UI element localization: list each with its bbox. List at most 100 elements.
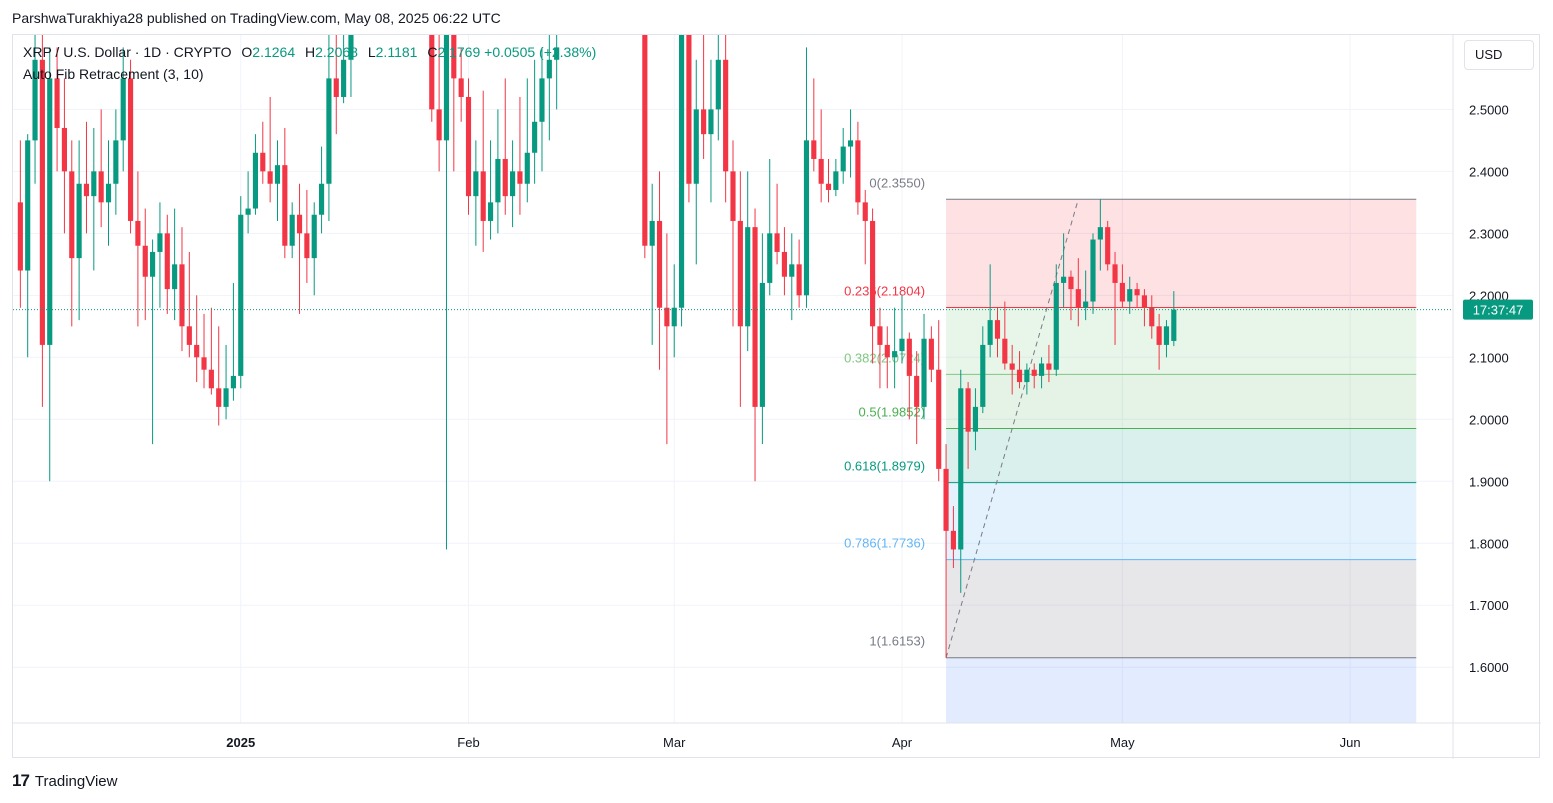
candle-body: [1105, 227, 1111, 265]
candle-body: [319, 183, 325, 215]
candle-body: [818, 158, 824, 184]
candle-body: [708, 109, 714, 135]
tradingview-logo-icon: 17: [12, 771, 30, 790]
candle-body: [693, 109, 699, 184]
candle-body: [289, 214, 295, 246]
candle-body: [840, 146, 846, 172]
price-axis-label: 2.2000: [1469, 288, 1509, 303]
candle-body: [914, 375, 920, 407]
candle-body: [686, 35, 692, 184]
candle-body: [546, 59, 552, 79]
open-value: 2.1264: [252, 44, 296, 60]
candle-body: [1134, 289, 1140, 296]
candle-body: [54, 78, 60, 128]
fib-level-label: 0.5(1.9852): [859, 404, 926, 419]
fib-zone: [946, 374, 1417, 429]
candle-body: [502, 158, 508, 197]
candle-body: [943, 468, 949, 531]
candle-body: [781, 251, 787, 277]
candle-body: [796, 264, 802, 296]
candle-body: [480, 171, 486, 221]
candle-body: [745, 227, 751, 327]
fib-zone: [946, 657, 1417, 723]
candle-body: [958, 388, 964, 550]
candle-body: [715, 59, 721, 110]
price-axis-label: 1.8000: [1469, 536, 1509, 551]
countdown-label: 17:37:47: [1473, 303, 1524, 318]
candle-body: [884, 344, 890, 358]
candle-body: [208, 369, 214, 389]
candle-body: [972, 406, 979, 432]
price-axis-label: 2.5000: [1469, 102, 1509, 117]
candle-body: [127, 78, 134, 221]
price-axis-label: 1.6000: [1469, 660, 1509, 675]
candlestick-chart[interactable]: 0(2.3550) 0.236(2.1804) 0.382(2.0724) 0.5(1…: [13, 35, 1541, 759]
fib-level-label: 0.618(1.8979): [844, 459, 925, 474]
candle-body: [847, 140, 854, 147]
tradingview-brand[interactable]: 17 TradingView: [12, 771, 117, 791]
candle-body: [510, 171, 516, 197]
candle-body: [656, 220, 663, 308]
candle-body: [877, 326, 883, 345]
candle-body: [25, 140, 31, 271]
candle-body: [774, 233, 780, 252]
price-axis-label: 2.1000: [1469, 350, 1509, 365]
candle-body: [1024, 369, 1030, 383]
candle-body: [789, 264, 795, 277]
candle-body: [1002, 338, 1008, 364]
candle-body: [1163, 326, 1170, 345]
candle-body: [91, 171, 97, 197]
candle-body: [664, 307, 670, 327]
candle-body: [311, 214, 317, 259]
candle-body: [495, 158, 501, 203]
candle-body: [238, 214, 244, 376]
candle-body: [539, 78, 545, 122]
candle-body: [870, 220, 876, 327]
candle-body: [333, 78, 339, 97]
candle-body: [1090, 239, 1096, 302]
candle-body: [142, 245, 148, 277]
chart-frame[interactable]: 0(2.3550) 0.236(2.1804) 0.382(2.0724) 0.5(1…: [12, 34, 1541, 759]
last-price-tag: [1463, 299, 1533, 320]
close-value: 2.1769: [437, 44, 481, 60]
candle-body: [150, 251, 156, 277]
symbol-title[interactable]: XRP / U.S. Dollar · 1D · CRYPTO: [23, 44, 232, 60]
candle-body: [1046, 363, 1052, 370]
candle-body: [994, 320, 1001, 339]
candle-body: [194, 344, 200, 358]
currency-button[interactable]: USD: [1464, 40, 1534, 70]
candle-body: [230, 375, 236, 389]
candle-body: [120, 78, 126, 141]
fib-level-label: 0.382(2.0724): [844, 350, 925, 365]
candle-body: [487, 202, 494, 221]
candle-body: [1083, 301, 1089, 308]
candle-body: [17, 202, 23, 271]
high-label: H: [305, 44, 316, 60]
low-label: L: [367, 44, 376, 60]
candle-body: [443, 35, 450, 141]
time-axis-label: 2025: [226, 735, 255, 750]
low-value: 2.1181: [375, 44, 418, 60]
candle-body: [304, 233, 310, 259]
open-label: O: [241, 44, 253, 60]
candle-body: [252, 152, 259, 209]
candle-body: [201, 357, 207, 370]
candle-body: [1149, 307, 1155, 327]
candle-body: [296, 214, 303, 234]
candle-body: [473, 171, 479, 197]
candle-body: [1119, 282, 1125, 302]
candle-body: [348, 35, 354, 60]
fib-zone: [946, 307, 1417, 375]
close-label: C: [427, 44, 438, 60]
candle-body: [98, 171, 104, 203]
indicator-legend[interactable]: Auto Fib Retracement (3, 10): [23, 66, 204, 82]
time-axis-label: Mar: [663, 735, 686, 750]
candle-body: [157, 233, 163, 252]
candle-body: [1039, 363, 1045, 376]
candle-body: [326, 78, 332, 184]
candle-body: [532, 121, 538, 153]
candle-body: [833, 171, 839, 190]
candle-body: [649, 220, 655, 246]
candle-body: [723, 59, 729, 172]
candle-body: [737, 220, 743, 327]
